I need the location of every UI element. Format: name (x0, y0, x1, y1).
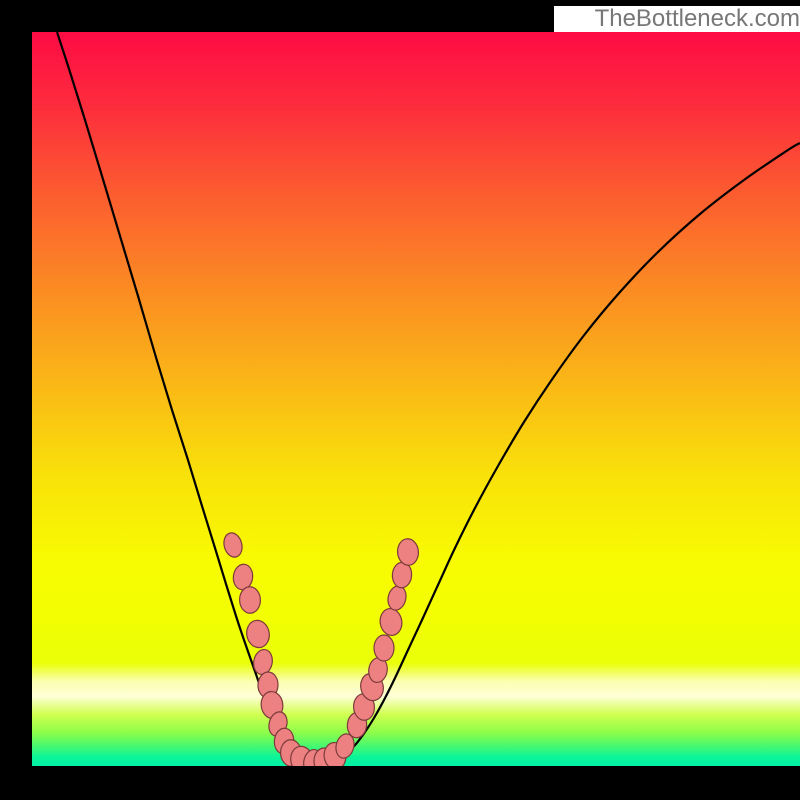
watermark-label: TheBottleneck.com (554, 6, 800, 32)
data-marker (239, 586, 261, 613)
chart-svg (0, 0, 800, 800)
chart-frame: TheBottleneck.com (0, 0, 800, 800)
gradient-background (32, 32, 800, 766)
data-marker (374, 635, 394, 661)
